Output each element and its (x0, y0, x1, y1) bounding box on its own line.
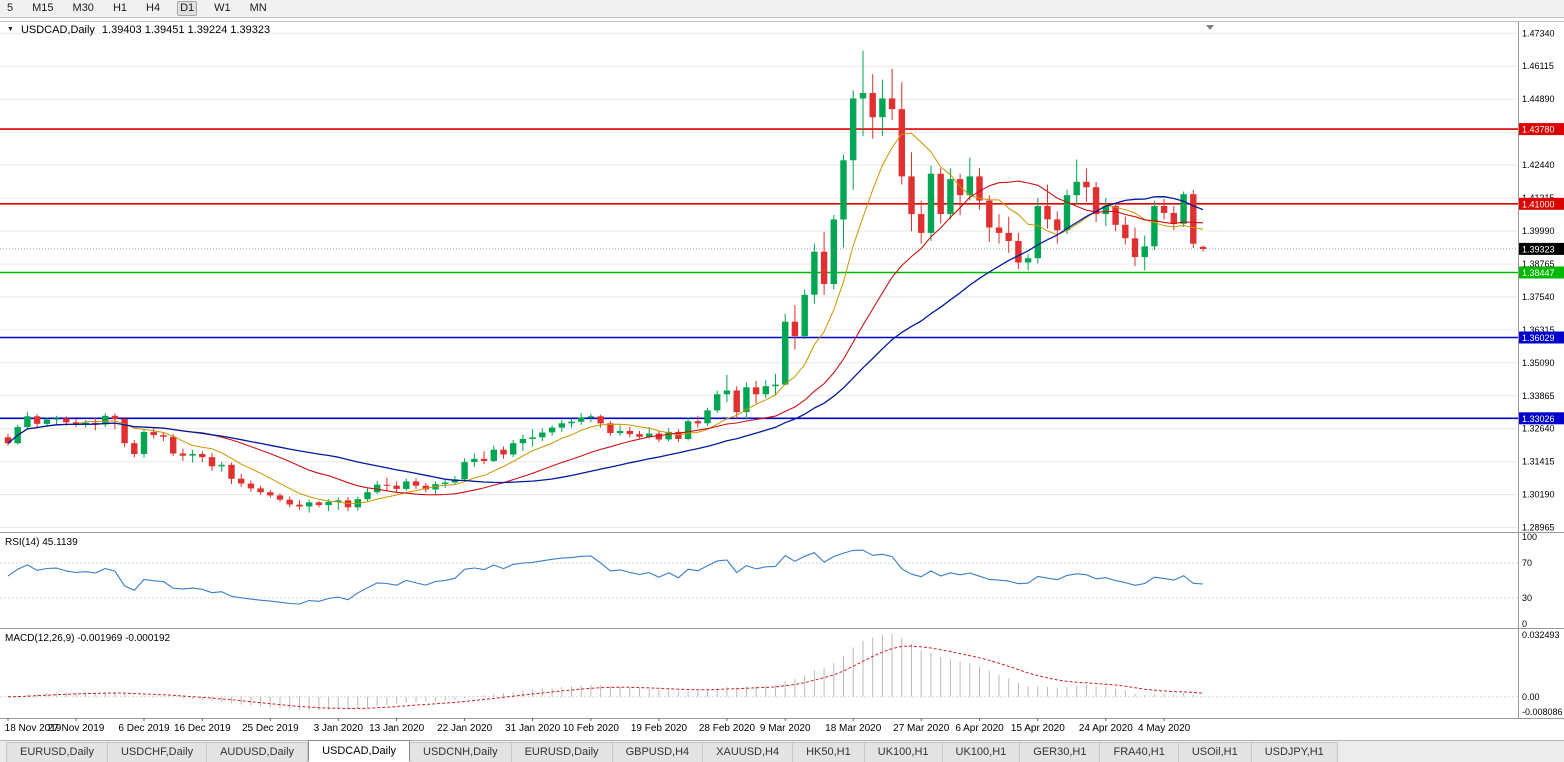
chart-tab[interactable]: GER30,H1 (1020, 742, 1101, 762)
chart-tab-bar: EURUSD,Daily USDCHF,Daily AUDUSD,Daily U… (0, 740, 1564, 762)
svg-text:RSI(14) 45.1139: RSI(14) 45.1139 (5, 537, 78, 548)
svg-text:6 Apr 2020: 6 Apr 2020 (955, 723, 1004, 734)
timeframe-button-h4[interactable]: H4 (146, 2, 161, 14)
svg-text:MACD(12,26,9) -0.001969 -0.000: MACD(12,26,9) -0.001969 -0.000192 (5, 633, 171, 644)
svg-text:1.28965: 1.28965 (1522, 523, 1555, 533)
chart-tab[interactable]: USDCNH,Daily (410, 742, 512, 762)
svg-text:1.41000: 1.41000 (1522, 199, 1555, 209)
svg-text:1.42440: 1.42440 (1522, 160, 1555, 170)
svg-text:1.46115: 1.46115 (1522, 61, 1554, 71)
svg-text:1.44890: 1.44890 (1522, 94, 1555, 104)
svg-text:100: 100 (1522, 532, 1537, 542)
svg-text:9 Mar 2020: 9 Mar 2020 (760, 723, 811, 734)
svg-text:28 Feb 2020: 28 Feb 2020 (699, 723, 756, 734)
timeframe-button-m5[interactable]: 5 (7, 2, 14, 14)
svg-text:1.33026: 1.33026 (1522, 414, 1555, 424)
chart-shift-marker (1206, 25, 1214, 30)
svg-text:18 Nov 2019: 18 Nov 2019 (5, 723, 62, 734)
chart-tab[interactable]: UK100,H1 (942, 742, 1021, 762)
svg-text:1.36029: 1.36029 (1522, 333, 1555, 343)
svg-text:27 Mar 2020: 27 Mar 2020 (893, 723, 950, 734)
svg-text:18 Mar 2020: 18 Mar 2020 (825, 723, 882, 734)
chart-tab[interactable]: USDCAD,Daily (308, 740, 411, 762)
svg-text:16 Dec 2019: 16 Dec 2019 (174, 723, 231, 734)
timeframe-button-m15[interactable]: M15 (32, 2, 54, 14)
svg-text:0: 0 (1522, 619, 1527, 629)
timeframe-button-h1[interactable]: H1 (112, 2, 127, 14)
svg-text:1.38447: 1.38447 (1522, 268, 1555, 278)
svg-text:3 Jan 2020: 3 Jan 2020 (314, 723, 364, 734)
chart-tab[interactable]: HK50,H1 (793, 742, 865, 762)
chart-tab[interactable]: GBPUSD,H4 (612, 742, 704, 762)
timeframe-toolbar: 5 M15 M30 H1 H4 D1 W1 MN (0, 0, 1564, 18)
timeframe-button-d1[interactable]: D1 (177, 1, 198, 16)
svg-text:1.35090: 1.35090 (1522, 358, 1555, 368)
timeframe-button-w1[interactable]: W1 (214, 2, 231, 14)
timeframe-button-mn[interactable]: MN (249, 2, 267, 14)
chart-tab[interactable]: AUDUSD,Daily (207, 742, 309, 762)
chart-symbol-label: USDCAD,Daily (20, 24, 95, 36)
window-menu-icon[interactable]: ▼ (7, 26, 14, 33)
svg-text:25 Dec 2019: 25 Dec 2019 (242, 723, 299, 734)
chart-tab[interactable]: UK100,H1 (864, 742, 943, 762)
chart-ohlc-values: 1.39403 1.39451 1.39224 1.39323 (101, 24, 271, 36)
svg-text:30: 30 (1522, 593, 1532, 603)
chart-tab[interactable]: EURUSD,Daily (6, 742, 108, 762)
chart-tab[interactable]: XAUUSD,H4 (703, 742, 794, 762)
svg-text:1.33865: 1.33865 (1522, 391, 1555, 401)
svg-text:1.38765: 1.38765 (1522, 259, 1555, 269)
svg-text:15 Apr 2020: 15 Apr 2020 (1011, 723, 1065, 734)
svg-text:4 May 2020: 4 May 2020 (1138, 723, 1191, 734)
svg-text:24 Apr 2020: 24 Apr 2020 (1079, 723, 1133, 734)
svg-text:13 Jan 2020: 13 Jan 2020 (369, 723, 424, 734)
chart-canvas[interactable]: 1.473401.461151.448901.436651.424401.412… (0, 18, 1564, 740)
chart-tab[interactable]: EURUSD,Daily (511, 742, 613, 762)
timeframe-button-m30[interactable]: M30 (72, 2, 94, 14)
svg-text:19 Feb 2020: 19 Feb 2020 (631, 723, 688, 734)
svg-text:1.36315: 1.36315 (1522, 325, 1555, 335)
svg-text:1.39990: 1.39990 (1522, 226, 1555, 236)
svg-text:1.37540: 1.37540 (1522, 292, 1555, 302)
svg-text:1.39323: 1.39323 (1522, 244, 1555, 254)
svg-text:0.032493: 0.032493 (1522, 630, 1560, 640)
svg-text:70: 70 (1522, 558, 1532, 568)
chart-tab[interactable]: USDJPY,H1 (1251, 742, 1338, 762)
svg-text:1.47340: 1.47340 (1522, 28, 1555, 38)
svg-text:1.32640: 1.32640 (1522, 424, 1555, 434)
svg-text:27 Nov 2019: 27 Nov 2019 (48, 723, 105, 734)
candlestick-chart[interactable]: 1.473401.461151.448901.436651.424401.412… (0, 18, 1564, 740)
chart-tab[interactable]: USDCHF,Daily (107, 742, 208, 762)
svg-text:0.00: 0.00 (1522, 692, 1540, 702)
svg-text:6 Dec 2019: 6 Dec 2019 (118, 723, 170, 734)
svg-text:1.30190: 1.30190 (1522, 490, 1555, 500)
svg-text:22 Jan 2020: 22 Jan 2020 (437, 723, 492, 734)
svg-text:10 Feb 2020: 10 Feb 2020 (563, 723, 620, 734)
chart-tab[interactable]: USOil,H1 (1178, 742, 1252, 762)
svg-text:1.31415: 1.31415 (1522, 457, 1555, 467)
svg-text:1.43780: 1.43780 (1522, 125, 1555, 135)
chart-title: ▼ USDCAD,Daily 1.39403 1.39451 1.39224 1… (7, 24, 270, 36)
svg-text:31 Jan 2020: 31 Jan 2020 (505, 723, 560, 734)
chart-tab[interactable]: FRA40,H1 (1100, 742, 1179, 762)
svg-text:-0.008086: -0.008086 (1522, 707, 1563, 717)
